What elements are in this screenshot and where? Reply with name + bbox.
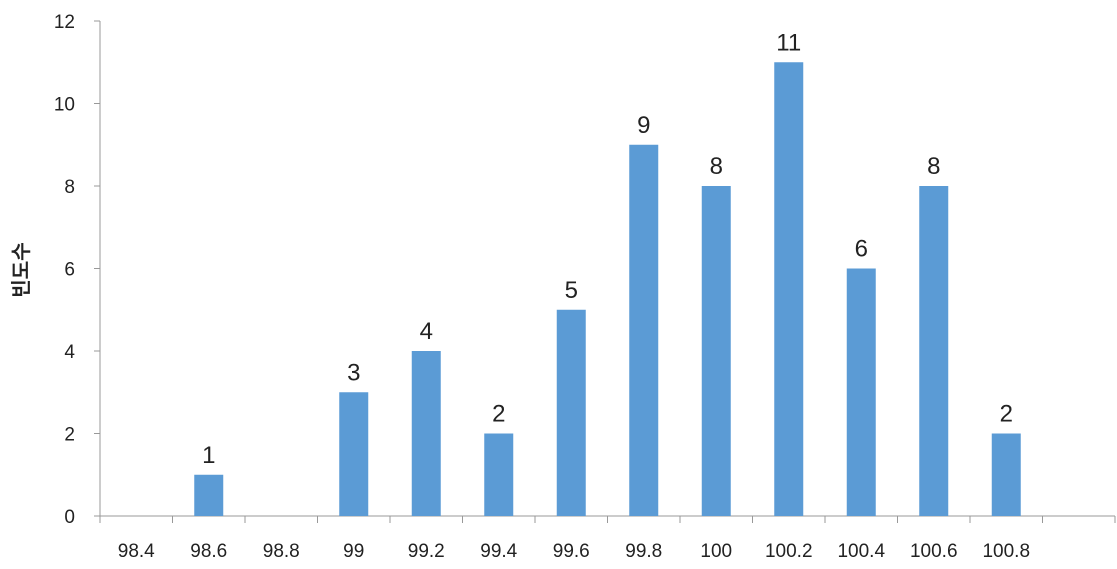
y-axis-title: 빈도수 [9,242,33,297]
x-tick-label: 100.2 [765,541,813,562]
data-label: 8 [710,153,723,180]
x-tick-label: 99.4 [480,541,517,562]
bar [339,392,369,516]
data-label: 4 [420,318,433,345]
data-label: 1 [202,442,215,469]
y-tick-label: 10 [54,95,75,116]
x-tick-label: 98.4 [118,541,155,562]
y-tick-label: 2 [64,425,75,446]
bar [774,62,804,516]
bar [411,351,441,516]
x-tick-label: 99.8 [625,541,662,562]
data-label: 9 [637,112,650,139]
bar [919,186,949,516]
y-tick-label: 6 [64,260,75,281]
data-label: 11 [776,29,801,56]
bar [194,474,224,516]
bar [629,144,659,516]
x-tick-label: 98.8 [263,541,300,562]
data-label: 2 [492,401,505,428]
data-labels-group: 1 3 4 2 5 9 8 11 6 8 2 [202,29,1013,469]
x-tick-label: 100.4 [837,541,885,562]
y-tick-label: 4 [64,342,75,363]
y-axis: 0 2 4 6 8 10 12 [54,12,101,528]
y-tick-label: 0 [64,507,75,528]
bar [991,433,1021,516]
x-tick-label: 98.6 [190,541,227,562]
data-label: 8 [927,153,940,180]
data-label: 6 [855,236,868,263]
x-tick-label: 100.6 [910,541,958,562]
x-axis: 98.4 98.6 98.8 99 99.2 99.4 99.6 99.8 100 100.2 10… [99,515,1116,562]
x-tick-label: 99.6 [553,541,590,562]
data-label: 3 [347,359,360,386]
x-tick-label: 99 [343,541,364,562]
bars-group [194,62,1021,516]
x-tick-label: 100.8 [982,541,1030,562]
bar [846,268,876,516]
bar [484,433,514,516]
data-label: 5 [565,277,578,304]
y-tick-label: 8 [64,177,75,198]
x-tick-label: 100 [700,541,732,562]
data-label: 2 [1000,401,1013,428]
bar [556,309,586,516]
y-tick-label: 12 [54,12,75,33]
x-tick-label: 99.2 [408,541,445,562]
bar [701,186,731,516]
